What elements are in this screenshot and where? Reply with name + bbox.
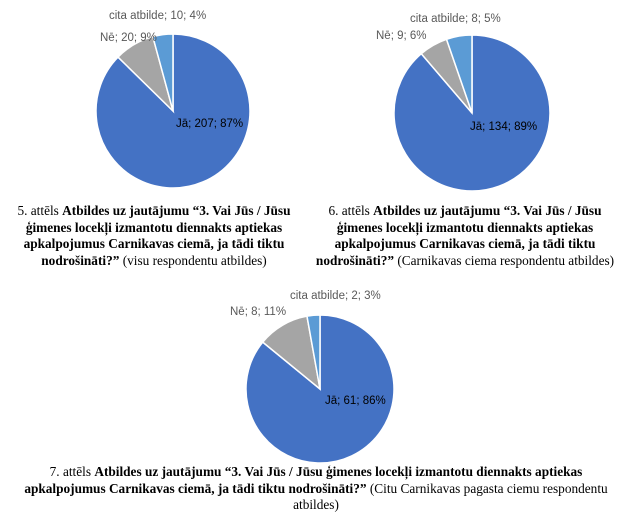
data-label-cita: cita atbilde; 10; 4% xyxy=(109,10,206,22)
caption-6-suffix: (Carnikavas ciema respondentu atbildes) xyxy=(394,252,615,268)
data-label-ne: Nē; 9; 6% xyxy=(376,30,427,42)
caption-7: 7. attēls Atbildes uz jautājumu “3. Vai … xyxy=(10,464,622,514)
data-label-ja: Jā; 61; 86% xyxy=(325,395,386,407)
caption-5-prefix: 5. attēls xyxy=(17,203,63,218)
caption-7-suffix: (Citu Carnikavas pagasta ciemu responden… xyxy=(293,480,608,513)
caption-5-question: Atbildes uz jautājumu “3. Vai Jūs / Jūsu… xyxy=(23,203,291,268)
pie-chart-6: Jā; 134; 89% Nē; 9; 6% cita atbilde; 8; 5% xyxy=(376,13,551,192)
caption-5-suffix: (visu respondentu atbildes) xyxy=(119,252,267,268)
caption-7-prefix: 7. attēls xyxy=(49,464,95,479)
pie-chart-5: Jā; 207; 87% Nē; 20; 9% cita atbilde; 10; … xyxy=(95,10,251,189)
caption-7-question: Atbildes uz jautājumu “3. Vai Jūs / Jūsu… xyxy=(24,464,583,496)
data-label-ja: Jā; 207; 87% xyxy=(176,118,243,130)
caption-6-prefix: 6. attēls xyxy=(328,203,374,218)
pie-slice-cita xyxy=(445,34,473,114)
pie-chart-7: Jā; 61; 86% Nē; 8; 11% cita atbilde; 2; 3% xyxy=(230,290,395,464)
caption-5: 5. attēls Atbildes uz jautājumu “3. Vai … xyxy=(4,203,304,269)
caption-6-question: Atbildes uz jautājumu “3. Vai Jūs / Jūsu… xyxy=(315,203,602,268)
pie-slice-cita xyxy=(151,33,174,112)
data-label-cita: cita atbilde; 8; 5% xyxy=(410,13,501,25)
pie-slice-cita xyxy=(306,314,321,390)
pie-slice-ja xyxy=(245,314,395,464)
caption-6: 6. attēls Atbildes uz jautājumu “3. Vai … xyxy=(315,203,615,269)
data-label-ja: Jā; 134; 89% xyxy=(470,121,537,133)
data-label-ne: Nē; 8; 11% xyxy=(230,306,286,318)
data-label-ne: Nē; 20; 9% xyxy=(100,32,157,44)
data-label-cita: cita atbilde; 2; 3% xyxy=(290,290,381,302)
